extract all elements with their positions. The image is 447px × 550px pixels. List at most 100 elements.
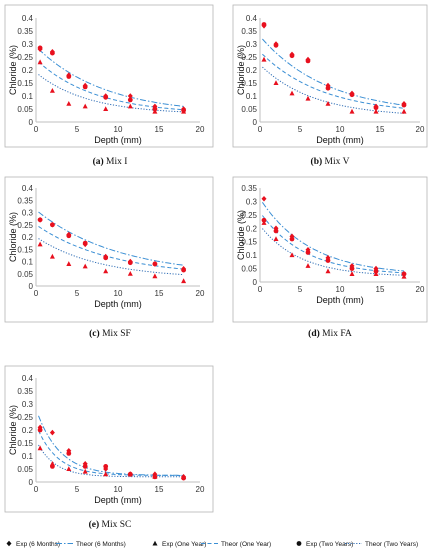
data-point-circle: [401, 102, 407, 108]
x-tick-label: 5: [298, 125, 303, 134]
data-point-circle: [325, 85, 331, 91]
x-axis-title: Depth (mm): [94, 495, 142, 505]
y-tick-label: 0.1: [22, 258, 34, 267]
chart-panel-mix-sf: 0 0.05 0.1 0.15 0.2 0.25 0.3 0.35 0.4 0 5 10 15 20 Dep…: [4, 176, 214, 339]
y-tick-label: 0.4: [22, 14, 34, 23]
data-point-circle: [152, 106, 158, 112]
data-point-diamond: [305, 246, 311, 253]
x-axis-title: Depth (mm): [94, 135, 142, 145]
y-tick-label: 0.15: [17, 245, 33, 254]
x-tick-label: 0: [258, 125, 263, 134]
y-tick-label: 0.4: [22, 184, 34, 193]
data-point-circle: [127, 260, 133, 266]
data-point-triangle: [103, 471, 109, 477]
data-point-triangle: [273, 236, 279, 242]
data-point-triangle: [82, 263, 88, 269]
data-point-circle: [181, 107, 187, 113]
y-tick-label: 0.3: [246, 197, 258, 206]
data-point-triangle: [66, 101, 72, 106]
data-point-triangle: [37, 445, 43, 451]
y-axis-title: Chloride (%): [8, 405, 18, 455]
panel-caption: (c) Mix SF: [89, 328, 131, 339]
y-tick-label: 0.25: [17, 53, 33, 62]
y-tick-label: 0: [253, 118, 258, 127]
data-point-circle: [50, 50, 55, 56]
data-point-circle: [103, 255, 109, 261]
y-tick-label: 0.2: [22, 233, 34, 242]
x-tick-label: 15: [376, 125, 385, 134]
data-point-triangle: [181, 278, 187, 284]
y-tick-label: 0.2: [246, 66, 258, 75]
legend-label: Theor (Two Years): [365, 541, 418, 548]
x-tick-label: 15: [376, 285, 385, 294]
data-point-circle: [181, 267, 187, 273]
y-tick-label: 0.05: [17, 465, 33, 474]
y-tick-label: 0.05: [241, 265, 257, 274]
data-point-circle: [273, 228, 279, 234]
fit-curve-dotted: [262, 228, 405, 276]
panel-caption: (a) Mix I: [93, 156, 128, 167]
data-point-circle: [127, 471, 133, 477]
fit-curve-dashdot: [38, 415, 184, 476]
data-point-circle: [82, 240, 88, 246]
data-point-triangle: [305, 263, 311, 268]
fit-curve-dashed: [38, 61, 184, 111]
data-point-circle: [103, 94, 109, 100]
legend-marker-diamond: [6, 540, 12, 547]
y-tick-label: 0.15: [17, 439, 33, 448]
chart-panel-mix-sc: 0 0.05 0.1 0.15 0.2 0.25 0.3 0.35 0.4 0 5 10 15 20 Dep…: [4, 365, 214, 530]
y-tick-label: 0.25: [17, 413, 33, 422]
fit-curve-dashdot: [261, 202, 405, 272]
data-point-circle: [152, 474, 158, 480]
y-tick-label: 0.35: [241, 184, 257, 193]
x-tick-label: 0: [34, 125, 39, 134]
data-point-triangle: [261, 56, 267, 62]
x-tick-label: 20: [196, 289, 205, 298]
data-point-circle: [152, 261, 158, 267]
x-tick-label: 10: [114, 485, 123, 494]
data-point-triangle: [82, 103, 88, 109]
data-point-circle: [50, 222, 55, 228]
data-point-triangle: [325, 101, 331, 106]
y-tick-label: 0.15: [241, 79, 257, 88]
data-point-triangle: [49, 88, 55, 93]
legend-label: Theor (One Year): [221, 541, 271, 548]
x-tick-label: 20: [416, 125, 425, 134]
y-axis-title: Chloride (%): [8, 45, 18, 95]
y-tick-label: 0.1: [22, 452, 34, 461]
data-point-triangle: [103, 268, 109, 274]
legend-item: Theor (6 Months): [56, 541, 126, 548]
fit-curve-dotted: [38, 238, 184, 276]
fit-curve-dotted: [38, 74, 184, 113]
data-point-circle: [37, 427, 43, 433]
y-axis-title: Chloride (%): [8, 212, 18, 262]
fit-curve-dotted: [38, 444, 184, 478]
y-tick-label: 0.25: [241, 211, 257, 220]
y-tick-label: 0.35: [17, 27, 33, 36]
data-point-triangle: [49, 253, 55, 259]
y-tick-label: 0.2: [22, 426, 34, 435]
data-point-diamond: [261, 195, 267, 202]
fit-curve-dashed: [262, 215, 405, 274]
data-point-circle: [181, 475, 187, 481]
x-tick-label: 10: [336, 285, 345, 294]
fit-curve-dashed: [38, 430, 184, 476]
x-tick-label: 5: [75, 485, 80, 494]
y-tick-label: 0: [253, 278, 258, 287]
data-point-triangle: [349, 108, 355, 114]
data-point-triangle: [152, 273, 158, 279]
x-tick-label: 5: [75, 125, 80, 134]
legend-item: Theor (One Year): [201, 541, 271, 548]
chart-panel-mix-fa: 0 0.05 0.1 0.15 0.2 0.25 0.3 0.35 0 5 10 15 20 Depth …: [232, 176, 428, 339]
fit-curve-dashed: [38, 225, 184, 270]
y-tick-label: 0.35: [17, 387, 33, 396]
y-tick-label: 0.05: [17, 105, 33, 114]
x-tick-label: 20: [416, 285, 425, 294]
data-point-circle: [273, 42, 279, 48]
panel-border: [232, 4, 428, 148]
data-point-circle: [103, 464, 109, 469]
data-point-triangle: [349, 271, 355, 276]
data-point-triangle: [127, 270, 133, 276]
data-point-diamond: [66, 448, 72, 454]
y-tick-label: 0.2: [22, 66, 34, 75]
